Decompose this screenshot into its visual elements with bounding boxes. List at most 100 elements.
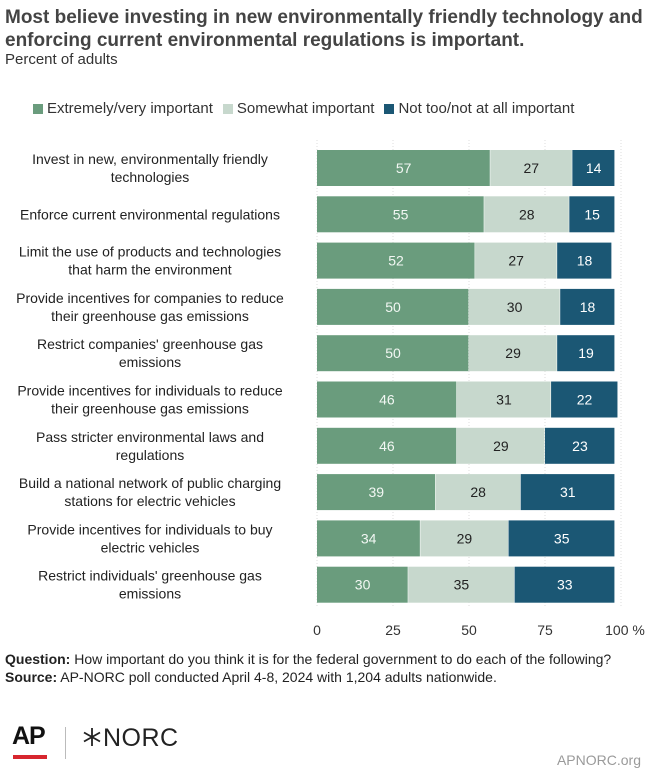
norc-logo: NORC <box>82 724 179 753</box>
bar-segment-3-2 <box>475 242 557 279</box>
bar-segment-9-3 <box>508 520 615 557</box>
category-label-9: Provide incentives for individuals to bu… <box>27 521 272 555</box>
category-label-1: Invest in new, environmentally friendly t… <box>32 151 268 185</box>
bar-segment-6-2 <box>456 381 551 418</box>
bar-segment-8-1 <box>317 474 436 511</box>
category-label-line-4-2: their greenhouse gas emissions <box>51 308 249 324</box>
logo-divider <box>65 727 66 759</box>
legend: Extremely/very important Somewhat import… <box>33 100 574 117</box>
category-label-line-6-1: Provide incentives for individuals to re… <box>17 383 283 399</box>
category-label-line-3-1: Limit the use of products and technologi… <box>19 244 281 260</box>
category-label-line-6-2: their greenhouse gas emissions <box>51 401 249 417</box>
norc-star-icon <box>83 728 101 746</box>
bar-segment-10-2 <box>408 566 515 603</box>
bar-segment-3-1 <box>317 242 475 279</box>
source-text: AP-NORC poll conducted April 4-8, 2024 w… <box>60 669 497 685</box>
bar-segment-7-2 <box>456 427 545 464</box>
data-label-9-2: 29 <box>457 530 473 546</box>
data-label-2-1: 55 <box>393 206 409 222</box>
data-label-2-3: 15 <box>584 206 600 222</box>
data-label-1-1: 57 <box>396 160 412 176</box>
data-label-3-3: 18 <box>577 253 593 269</box>
bar-segment-2-1 <box>317 196 484 233</box>
bar-segment-4-2 <box>469 288 560 325</box>
data-label-1-2: 27 <box>524 160 540 176</box>
data-label-3-2: 27 <box>508 253 524 269</box>
category-label-line-2-1: Enforce current environmental regulation… <box>20 206 280 222</box>
question-text: How important do you think it is for the… <box>74 651 612 667</box>
bar-segment-4-1 <box>317 288 469 325</box>
category-label-2: Enforce current environmental regulation… <box>20 206 280 222</box>
bar-segment-3-3 <box>557 242 612 279</box>
data-label-7-1: 46 <box>379 438 395 454</box>
category-label-line-9-1: Provide incentives for individuals to bu… <box>27 521 272 537</box>
data-label-6-3: 22 <box>577 392 593 408</box>
norc-logo-text: NORC <box>103 724 179 752</box>
category-label-line-8-2: stations for electric vehicles <box>64 493 235 509</box>
category-label-line-3-2: that harm the environment <box>68 262 232 278</box>
bar-segment-4-3 <box>560 288 615 325</box>
bar-segment-9-2 <box>420 520 509 557</box>
data-label-9-1: 34 <box>361 530 377 546</box>
legend-label-not-too: Not too/not at all important <box>398 100 575 117</box>
question-note: Question: How important do you think it … <box>5 650 645 668</box>
legend-swatch-somewhat <box>222 103 233 114</box>
data-label-3-1: 52 <box>388 253 404 269</box>
data-label-5-1: 50 <box>385 345 401 361</box>
bar-segment-6-3 <box>551 381 618 418</box>
bar-segment-8-3 <box>520 474 615 511</box>
category-label-line-4-1: Provide incentives for companies to redu… <box>16 290 284 306</box>
data-label-4-1: 50 <box>385 299 401 315</box>
x-tick-label-100: 100 % <box>605 622 645 638</box>
bar-segment-10-1 <box>317 566 408 603</box>
data-label-5-2: 29 <box>505 345 521 361</box>
category-label-line-8-1: Build a national network of public charg… <box>19 475 281 491</box>
data-label-9-3: 35 <box>554 530 570 546</box>
chart-subtitle: Percent of adults <box>5 51 118 68</box>
bar-segment-5-3 <box>557 335 615 372</box>
data-label-8-2: 28 <box>470 484 486 500</box>
data-label-10-2: 35 <box>454 577 470 593</box>
legend-swatch-extremely-very <box>33 103 43 114</box>
category-label-line-5-1: Restrict companies' greenhouse gas <box>37 336 263 352</box>
legend-item-not-too: Not too/not at all important <box>384 100 574 117</box>
category-label-line-1-2: technologies <box>111 169 190 185</box>
data-label-10-3: 33 <box>557 577 573 593</box>
category-label-line-5-2: emissions <box>119 354 181 370</box>
data-label-7-3: 23 <box>572 438 588 454</box>
category-label-3: Limit the use of products and technologi… <box>19 244 281 278</box>
bar-segment-5-1 <box>317 335 469 372</box>
legend-item-somewhat: Somewhat important <box>222 100 374 117</box>
category-label-line-1-1: Invest in new, environmentally friendly <box>32 151 268 167</box>
data-label-6-1: 46 <box>379 392 395 408</box>
data-label-8-1: 39 <box>368 484 384 500</box>
x-tick-label-25: 25 <box>385 622 401 638</box>
x-tick-label-50: 50 <box>461 622 477 638</box>
x-tick-label-75: 75 <box>537 622 553 638</box>
category-label-line-10-2: emissions <box>119 586 181 602</box>
category-label-line-7-1: Pass stricter environmental laws and <box>36 429 264 445</box>
bar-segment-1-1 <box>317 150 490 186</box>
x-tick-label-0: 0 <box>313 622 321 638</box>
chart-title: Most believe investing in new environmen… <box>5 7 643 51</box>
footer-notes: Question: How important do you think it … <box>5 650 645 686</box>
data-label-8-3: 31 <box>560 484 576 500</box>
bar-segment-9-1 <box>317 520 420 557</box>
data-label-5-3: 19 <box>578 345 594 361</box>
bar-segment-1-2 <box>490 150 572 186</box>
source-note: Source: AP-NORC poll conducted April 4-8… <box>5 668 645 686</box>
legend-label-extremely-very: Extremely/very important <box>47 100 213 117</box>
category-label-line-10-1: Restrict individuals' greenhouse gas <box>38 568 262 584</box>
ap-logo-underline <box>13 755 47 759</box>
data-label-7-2: 29 <box>493 438 509 454</box>
bar-segment-5-2 <box>469 335 557 372</box>
bar-segment-7-1 <box>317 427 457 464</box>
category-label-line-7-2: regulations <box>116 447 185 463</box>
bar-segment-1-3 <box>572 150 615 186</box>
question-label: Question: <box>5 651 71 667</box>
data-label-4-2: 30 <box>507 299 523 315</box>
bar-segment-8-2 <box>435 474 521 511</box>
data-label-10-1: 30 <box>355 577 371 593</box>
legend-swatch-not-too <box>384 103 395 114</box>
category-label-8: Build a national network of public charg… <box>19 475 281 509</box>
